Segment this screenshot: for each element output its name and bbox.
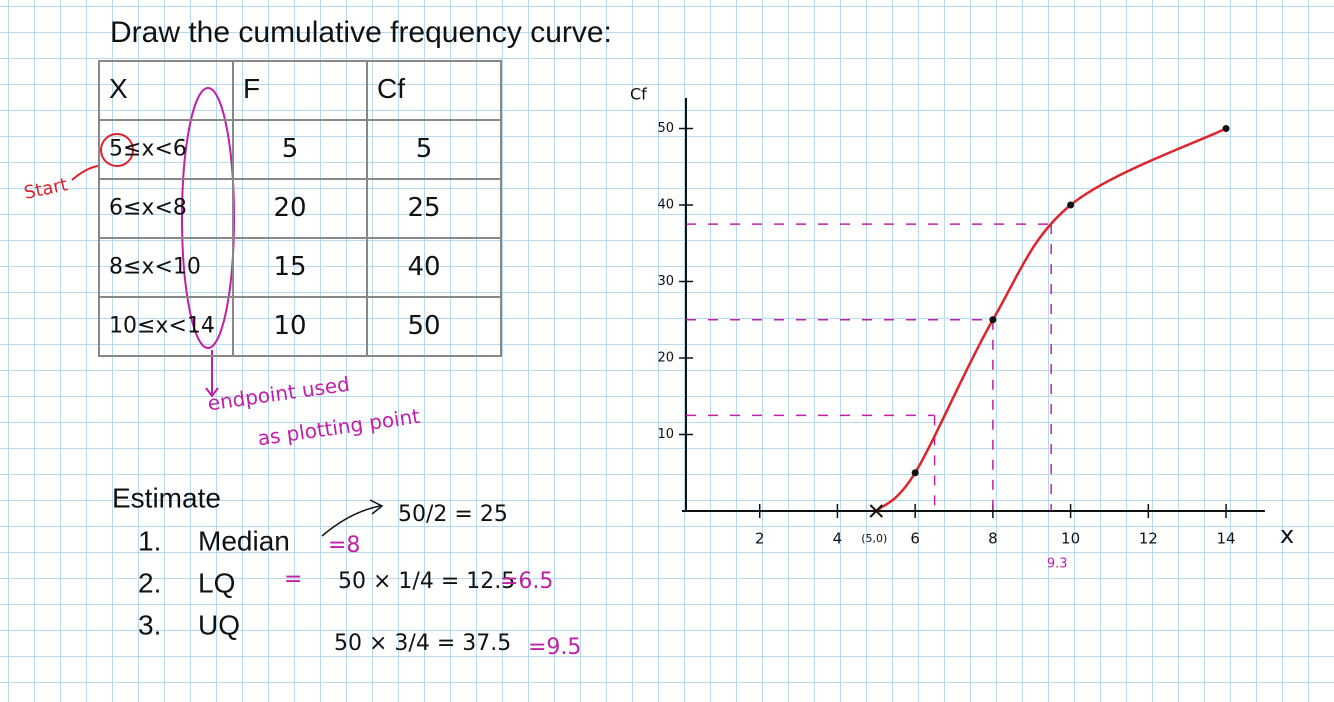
endpoint-note: as plotting point: [256, 404, 421, 451]
table-cell: 20: [273, 193, 306, 223]
item-number: 2.: [138, 567, 161, 598]
y-tick-label: 10: [657, 427, 674, 442]
reading-annotation: 9.3: [1047, 557, 1068, 572]
point: [911, 469, 919, 477]
item-work: =8: [328, 533, 360, 558]
item-number: 3.: [138, 609, 161, 640]
y-tick-label: 30: [657, 274, 674, 289]
table-cell: 15: [273, 252, 306, 282]
endpoint-loop: [181, 87, 235, 349]
item-number: 1.: [138, 525, 161, 556]
table-cell: 5≤x<6: [109, 137, 187, 162]
item-work: =: [284, 567, 302, 592]
point: [989, 316, 997, 324]
table-cell: 5: [416, 134, 433, 164]
point: [1222, 125, 1230, 132]
item-work: 50 × 3/4 = 37.5: [334, 631, 511, 656]
point-annotation: (5,0): [861, 532, 887, 545]
x-tick-label: 4: [833, 530, 843, 548]
table-cell: 8≤x<10: [109, 255, 201, 280]
table-cell: 5: [282, 134, 299, 164]
title: Draw the cumulative frequency curve:: [110, 16, 612, 49]
table-border: [98, 60, 502, 357]
table-header: X: [109, 73, 128, 104]
item-label: UQ: [198, 609, 240, 640]
y-axis-label: Cf: [630, 85, 647, 104]
y-tick-label: 40: [657, 198, 674, 213]
median-arrow: [321, 499, 384, 537]
x-axis-label: x: [1280, 521, 1294, 549]
table-cell: 10≤x<14: [109, 314, 215, 339]
endpoint-note: endpoint used: [206, 372, 351, 416]
table-header: Cf: [377, 73, 405, 104]
table-cell: 50: [407, 311, 440, 341]
x-tick-label: 2: [755, 530, 765, 548]
item-work: 50/2 = 25: [398, 502, 508, 527]
start-circle: [100, 133, 134, 167]
estimate-heading: Estimate: [112, 482, 221, 513]
table-cell: 25: [407, 193, 440, 223]
y-tick-label: 20: [657, 351, 674, 366]
item-label: LQ: [198, 567, 235, 598]
table-cell: 40: [407, 252, 440, 282]
item-work: =9.5: [528, 635, 581, 660]
endpoint-arrow: [205, 350, 219, 398]
y-tick-label: 50: [657, 121, 674, 136]
point: [1067, 201, 1075, 209]
x-tick-label: 10: [1061, 530, 1080, 548]
start-note: Start: [22, 174, 69, 204]
x-tick-label: 8: [988, 530, 998, 548]
x-tick-label: 12: [1139, 530, 1158, 548]
x-tick-label: 6: [910, 530, 920, 548]
table-cell: 6≤x<8: [109, 196, 187, 221]
item-label: Median: [198, 525, 290, 556]
x-tick-label: 14: [1216, 530, 1235, 548]
start-arrow: [71, 165, 99, 181]
item-work: =6.5: [500, 569, 553, 594]
start-cross: [869, 504, 884, 518]
table-cell: 10: [273, 311, 306, 341]
item-work: 50 × 1/4 = 12.5: [338, 569, 515, 594]
table-header: F: [243, 73, 260, 104]
